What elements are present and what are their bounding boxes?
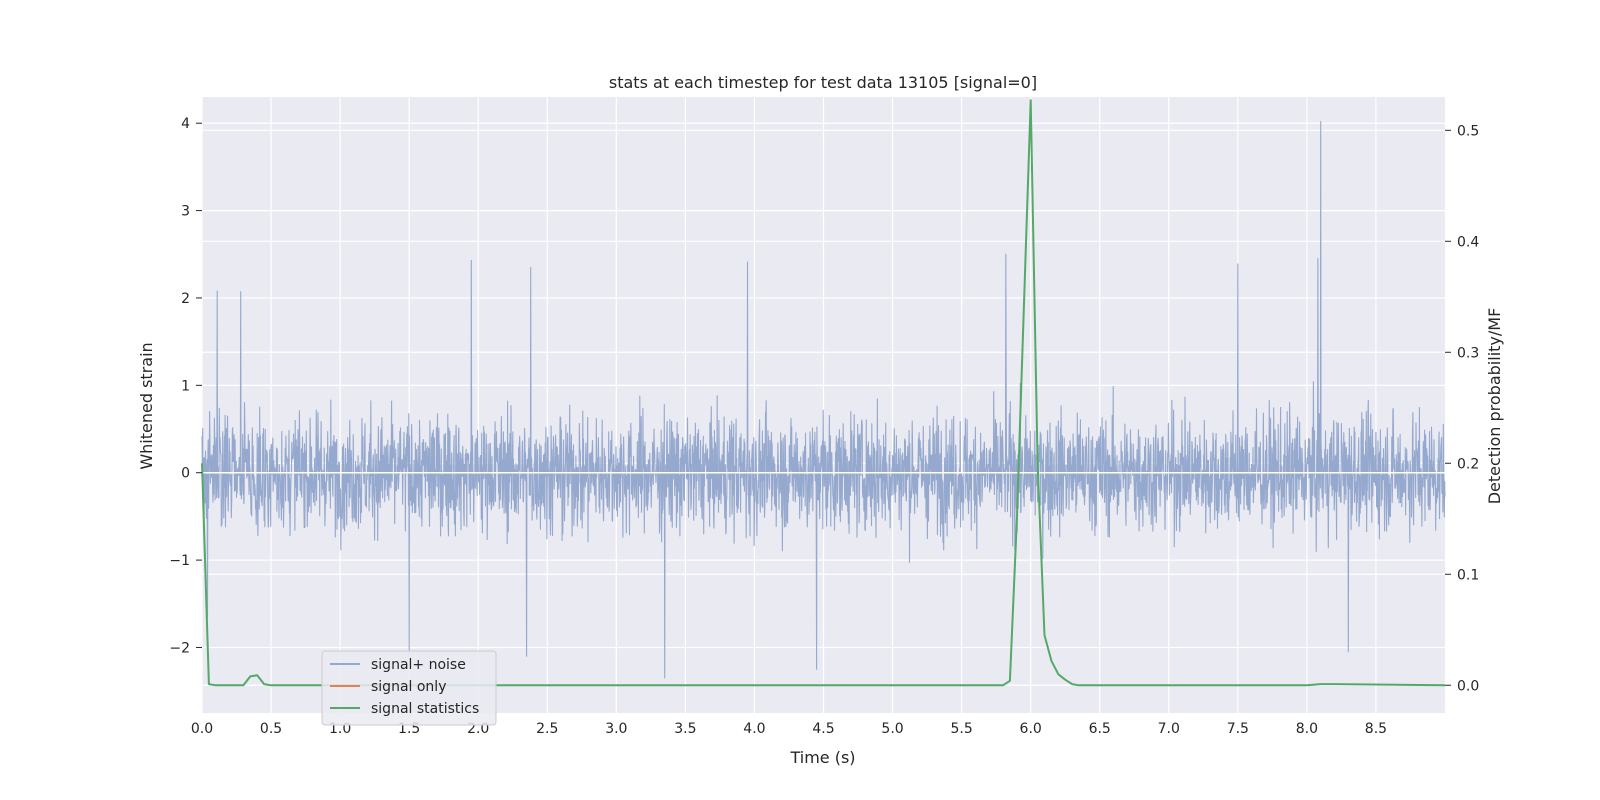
x-tick-label: 5.0 [881,721,903,737]
x-axis-title: Time (s) [789,748,855,767]
chart-title: stats at each timestep for test data 131… [609,73,1037,92]
x-tick-label: 4.5 [812,721,834,737]
y-axis-left: −2 −1 0 1 2 3 4 [169,116,202,656]
legend: signal+ noise signal only signal statist… [321,650,497,726]
x-tick-label: 6.0 [1020,721,1042,737]
x-tick-label: 8.5 [1365,721,1387,737]
y2-tick-label: 0.1 [1457,567,1479,583]
y-tick-label: −1 [169,553,190,569]
x-tick-label: 8.0 [1296,721,1318,737]
legend-label-signal-noise: signal+ noise [371,657,466,673]
y-axis-right: 0.0 0.1 0.2 0.3 0.4 0.5 [1445,123,1479,694]
y2-axis-title: Detection probability/MF [1485,308,1504,505]
x-tick-label: 7.5 [1227,721,1249,737]
y-axis-title: Whitened strain [137,342,156,469]
x-tick-label: 3.0 [605,721,627,737]
x-tick-label: 6.5 [1089,721,1111,737]
x-tick-label: 0.5 [260,721,282,737]
x-tick-label: 3.5 [674,721,696,737]
x-tick-label: 0.0 [191,721,213,737]
legend-label-signal-statistics: signal statistics [371,701,479,717]
y-tick-label: 4 [181,116,190,132]
x-tick-label: 2.5 [536,721,558,737]
x-tick-label: 7.0 [1158,721,1180,737]
y2-tick-label: 0.4 [1457,234,1479,250]
legend-label-signal-only: signal only [371,679,446,695]
y-tick-label: 1 [181,378,190,394]
x-tick-label: 5.5 [950,721,972,737]
y2-tick-label: 0.5 [1457,123,1479,139]
series-signal-statistics [201,99,1446,687]
x-tick-label: 4.0 [743,721,765,737]
y-tick-label: 0 [181,466,190,482]
y-tick-label: −2 [169,640,190,656]
y-tick-label: 2 [181,291,190,307]
y2-tick-label: 0.3 [1457,345,1479,361]
y2-tick-label: 0.2 [1457,456,1479,472]
y-tick-label: 3 [181,204,190,220]
y2-tick-label: 0.0 [1457,678,1479,694]
legend-box [321,650,497,726]
signal-statistics-line [201,99,1446,687]
x-axis: 0.0 0.5 1.0 1.5 2.0 2.5 3.0 3.5 4.0 4.5 5.0 5.5 6.0 6… [191,721,1387,737]
